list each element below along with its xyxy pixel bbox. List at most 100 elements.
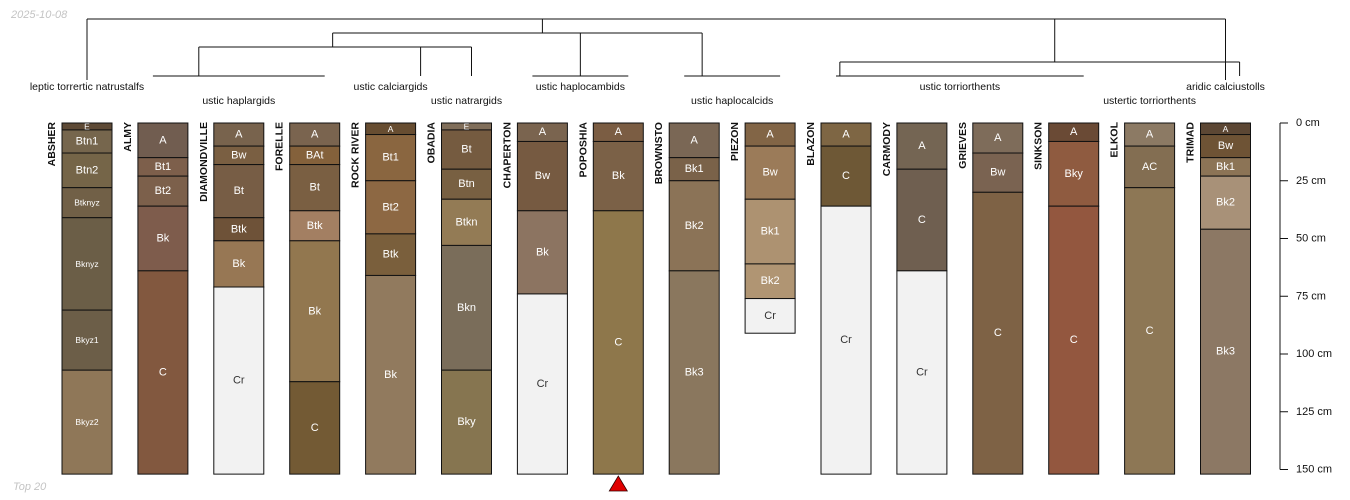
horizon-btk bbox=[289, 210, 341, 242]
horizon-btk bbox=[365, 233, 417, 276]
horizon-label: Bk bbox=[384, 369, 397, 381]
horizon-bk2 bbox=[1200, 175, 1251, 230]
profile-carmody: A C Cr CARMODY bbox=[881, 122, 948, 475]
profile-blazon: A C Cr BLAZON bbox=[805, 122, 872, 475]
horizon-label: C bbox=[1146, 325, 1154, 337]
horizon-bk bbox=[516, 210, 568, 295]
horizon-label: A bbox=[539, 126, 547, 138]
horizon-label: Bk2 bbox=[685, 220, 704, 232]
horizon-label: Cr bbox=[840, 334, 852, 346]
profile-name: ROCK RIVER bbox=[350, 122, 362, 188]
profile-elkol: A AC C ELKOL bbox=[1109, 121, 1176, 475]
horizon-label: C bbox=[994, 327, 1002, 339]
horizon-bk3 bbox=[1200, 228, 1251, 475]
horizon-bknyz bbox=[61, 217, 113, 311]
horizon-label: BAt bbox=[306, 149, 324, 161]
horizon-bkn bbox=[441, 244, 492, 371]
horizon-bkyz2 bbox=[61, 369, 113, 475]
horizon-bk3 bbox=[668, 270, 720, 475]
horizon-label: C bbox=[918, 214, 926, 226]
profile-name: ABSHER bbox=[46, 122, 58, 167]
profile-name: FORELLE bbox=[274, 122, 286, 171]
horizon-label: Btk bbox=[307, 220, 323, 232]
horizon-label: Cr bbox=[537, 378, 549, 390]
subgroup-labels: leptic torrertic natrustalfs ustic haplar… bbox=[30, 81, 1265, 107]
horizon-label: Bkn bbox=[457, 302, 476, 314]
axis-tick-label: 0 cm bbox=[1296, 117, 1320, 129]
profile-name: ELKOL bbox=[1109, 121, 1121, 157]
horizon-label: Bw bbox=[535, 170, 550, 182]
horizon-bw bbox=[744, 145, 796, 200]
horizon-label: A bbox=[615, 126, 623, 138]
horizon-label: Bk2 bbox=[761, 275, 780, 287]
axis-tick-label: 25 cm bbox=[1296, 175, 1326, 187]
horizon-bt bbox=[213, 164, 265, 219]
horizon-label: Btn1 bbox=[76, 135, 99, 147]
horizon-bt2 bbox=[365, 180, 417, 235]
profile-sinkson: A Bky C SINKSON bbox=[1033, 122, 1100, 475]
profile-name: CARMODY bbox=[881, 122, 893, 176]
subgroup-label-ustic-haplocambids: ustic haplocambids bbox=[536, 81, 625, 93]
profile-trimad: A Bw Bk1 Bk2 Bk3 TRIMAD bbox=[1185, 122, 1251, 475]
horizon-c bbox=[1048, 205, 1100, 475]
subgroup-label-ustic-haplocalcids: ustic haplocalcids bbox=[691, 95, 773, 107]
profile-rock-river: A Bt1 Bt2 Btk Bk ROCK RIVER bbox=[350, 122, 417, 475]
date-stamp: 2025-10-08 bbox=[11, 9, 68, 21]
profile-name: OBADIA bbox=[426, 122, 438, 164]
subgroup-label-ustic-calciargids: ustic calciargids bbox=[354, 81, 428, 93]
profile-piezon: A Bw Bk1 Bk2 Cr PIEZON bbox=[729, 122, 796, 334]
horizon-bw bbox=[972, 152, 1024, 193]
horizon-label: Bt2 bbox=[382, 201, 399, 213]
profile-name: CHAPERTON bbox=[501, 122, 513, 188]
horizon-cr bbox=[744, 298, 796, 334]
horizon-label: Bt2 bbox=[155, 185, 172, 197]
profile-chaperton: A Bw Bk Cr CHAPERTON bbox=[501, 122, 568, 475]
horizon-cr bbox=[896, 270, 948, 475]
horizon-bk bbox=[365, 274, 417, 475]
horizon-label: Bk1 bbox=[761, 226, 780, 238]
horizon-label: Bk2 bbox=[1216, 197, 1235, 209]
horizon-a bbox=[137, 122, 189, 159]
subgroup-label-ustertic-torriorthents: ustertic torriorthents bbox=[1103, 95, 1196, 107]
highlight-triangle-icon bbox=[608, 475, 629, 492]
profile-name: BROWNSTO bbox=[653, 122, 665, 184]
horizon-label: Bt1 bbox=[382, 152, 399, 164]
horizon-c bbox=[592, 210, 644, 475]
horizon-label: Bknyz bbox=[75, 259, 98, 269]
horizon-label: Bw bbox=[231, 149, 246, 161]
horizon-bt bbox=[289, 164, 341, 212]
horizon-bk bbox=[592, 140, 644, 212]
horizon-label: A bbox=[994, 132, 1002, 144]
horizon-label: Bw bbox=[990, 167, 1005, 179]
horizon-label: Btknyz bbox=[74, 198, 100, 208]
horizon-label: Btkn bbox=[455, 216, 477, 228]
horizon-label: C bbox=[311, 422, 319, 434]
horizon-c bbox=[896, 168, 948, 272]
horizon-label: Bt bbox=[461, 144, 471, 156]
horizon-label: Bk3 bbox=[1216, 346, 1235, 358]
horizon-ac bbox=[1124, 145, 1176, 189]
profile-brownsto: A Bk1 Bk2 Bk3 BROWNSTO bbox=[653, 122, 720, 475]
horizon-label: A bbox=[235, 129, 243, 141]
horizon-label: Bt1 bbox=[155, 161, 172, 173]
profile-name: ALMY bbox=[122, 122, 134, 152]
horizon-label: Bk bbox=[308, 305, 321, 317]
horizon-bk2 bbox=[744, 263, 796, 300]
horizon-label: E bbox=[464, 121, 470, 131]
horizon-label: Bw bbox=[1218, 140, 1233, 152]
horizon-label: A bbox=[918, 140, 926, 152]
axis-tick-label: 125 cm bbox=[1296, 406, 1332, 418]
profile-forelle: A BAt Bt Btk Bk C FORELLE bbox=[274, 122, 341, 475]
horizon-label: C bbox=[159, 366, 167, 378]
horizon-label: Bt bbox=[309, 182, 319, 194]
horizon-bk bbox=[137, 205, 189, 272]
profile-name: BLAZON bbox=[805, 122, 817, 166]
profile-name: GRIEVES bbox=[957, 122, 969, 169]
axis-tick-label: 75 cm bbox=[1296, 290, 1326, 302]
axis-tick-label: 150 cm bbox=[1296, 464, 1332, 476]
horizon-label: Bk bbox=[536, 246, 549, 258]
horizon-bw bbox=[516, 140, 568, 212]
horizon-bt2 bbox=[137, 175, 189, 207]
horizon-label: A bbox=[159, 134, 167, 146]
